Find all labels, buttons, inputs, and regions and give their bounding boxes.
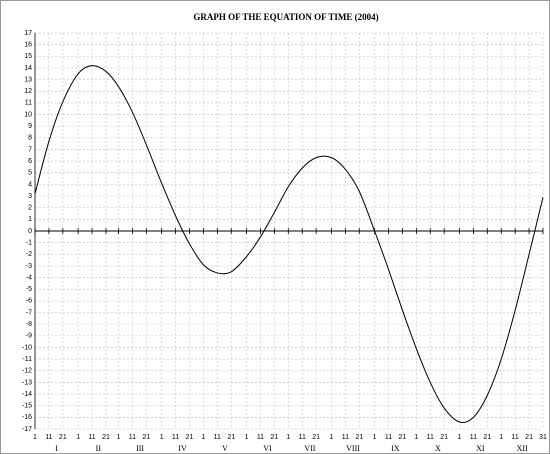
y-tick-label: -10	[22, 344, 32, 351]
x-tick-label: 1	[245, 434, 249, 441]
y-tick-label: -6	[26, 298, 32, 305]
y-tick-label: -3	[26, 263, 32, 270]
x-tick-label: 11	[512, 434, 519, 441]
y-tick-label: -11	[22, 356, 32, 363]
y-tick-label: -2	[26, 251, 32, 258]
y-tick-label: -16	[22, 414, 32, 421]
x-tick-label: 11	[88, 434, 95, 441]
y-tick-label: -1	[26, 239, 32, 246]
x-tick-label: 21	[440, 434, 448, 441]
x-tick-label: 1	[33, 434, 37, 441]
x-tick-label: 21	[227, 434, 235, 441]
x-tick-label: 21	[312, 434, 320, 441]
x-tick-label: 11	[385, 434, 392, 441]
y-tick-label: 9	[28, 123, 32, 130]
month-label: IV	[178, 444, 187, 453]
y-tick-label: 13	[24, 76, 32, 83]
month-label: VII	[304, 444, 315, 453]
y-tick-label: 16	[24, 41, 32, 48]
y-tick-label: -9	[26, 333, 32, 340]
x-tick-label: 21	[59, 434, 67, 441]
x-tick-label: 21	[102, 434, 110, 441]
month-label: X	[435, 444, 441, 453]
x-tick-label: 21	[142, 434, 150, 441]
y-tick-label: 5	[28, 170, 32, 177]
x-tick-label: 1	[373, 434, 377, 441]
curve	[34, 65, 544, 424]
x-tick-label: 11	[172, 434, 179, 441]
x-tick-label: 11	[470, 434, 477, 441]
month-label: VIII	[346, 444, 360, 453]
x-tick-label: 21	[399, 434, 407, 441]
y-tick-label: -14	[22, 391, 32, 398]
y-tick-label: -5	[26, 286, 32, 293]
x-tick-label: 21	[355, 434, 363, 441]
x-tick-label: 1	[201, 434, 205, 441]
y-tick-label: 14	[24, 65, 32, 72]
x-tick-label: 21	[270, 434, 278, 441]
y-tick-label: 3	[28, 193, 32, 200]
y-tick-label: -7	[26, 309, 32, 316]
month-label: V	[222, 444, 228, 453]
month-label: I	[55, 444, 58, 453]
month-label: XI	[476, 444, 485, 453]
y-tick-label: 17	[24, 30, 32, 37]
y-tick-label: 8	[28, 135, 32, 142]
x-tick-label: 11	[299, 434, 306, 441]
x-tick-label: 11	[427, 434, 434, 441]
month-label: II	[96, 444, 102, 453]
y-tick-label: -12	[22, 368, 32, 375]
x-tick-label: 11	[214, 434, 221, 441]
y-tick-label: 11	[25, 100, 32, 107]
x-tick-label: 31	[539, 434, 547, 441]
x-tick-label: 1	[76, 434, 80, 441]
y-tick-label: 12	[24, 88, 32, 95]
x-tick-label: 11	[257, 434, 264, 441]
y-tick-label: 7	[28, 146, 32, 153]
y-tick-label: -17	[22, 426, 32, 433]
month-label: VI	[263, 444, 272, 453]
month-label: III	[136, 444, 144, 453]
y-tick-label: 10	[24, 111, 32, 118]
y-tick-label: 4	[28, 181, 32, 188]
x-tick-label: 11	[342, 434, 349, 441]
x-tick-label: 1	[499, 434, 503, 441]
y-tick-label: -15	[22, 403, 32, 410]
y-tick-label: 1	[28, 216, 32, 223]
x-tick-label: 21	[483, 434, 491, 441]
x-tick-label: 21	[525, 434, 533, 441]
y-tick-label: 6	[28, 158, 32, 165]
x-tick-label: 21	[186, 434, 194, 441]
x-tick-label: 1	[458, 434, 462, 441]
x-tick-label: 1	[329, 434, 333, 441]
x-tick-label: 1	[414, 434, 418, 441]
x-tick-label: 11	[129, 434, 136, 441]
month-label: XII	[517, 444, 528, 453]
x-tick-label: 1	[160, 434, 164, 441]
y-tick-label: 2	[28, 205, 32, 212]
y-tick-label: -8	[26, 321, 32, 328]
x-tick-label: 1	[286, 434, 290, 441]
x-tick-label: 11	[45, 434, 52, 441]
y-tick-label: -4	[26, 274, 32, 281]
month-label: IX	[391, 444, 400, 453]
x-tick-label: 1	[117, 434, 121, 441]
chart-title: GRAPH OF THE EQUATION OF TIME (2004)	[193, 12, 378, 22]
y-tick-label: 0	[28, 228, 32, 235]
y-tick-label: 15	[24, 53, 32, 60]
y-tick-label: -13	[22, 379, 32, 386]
